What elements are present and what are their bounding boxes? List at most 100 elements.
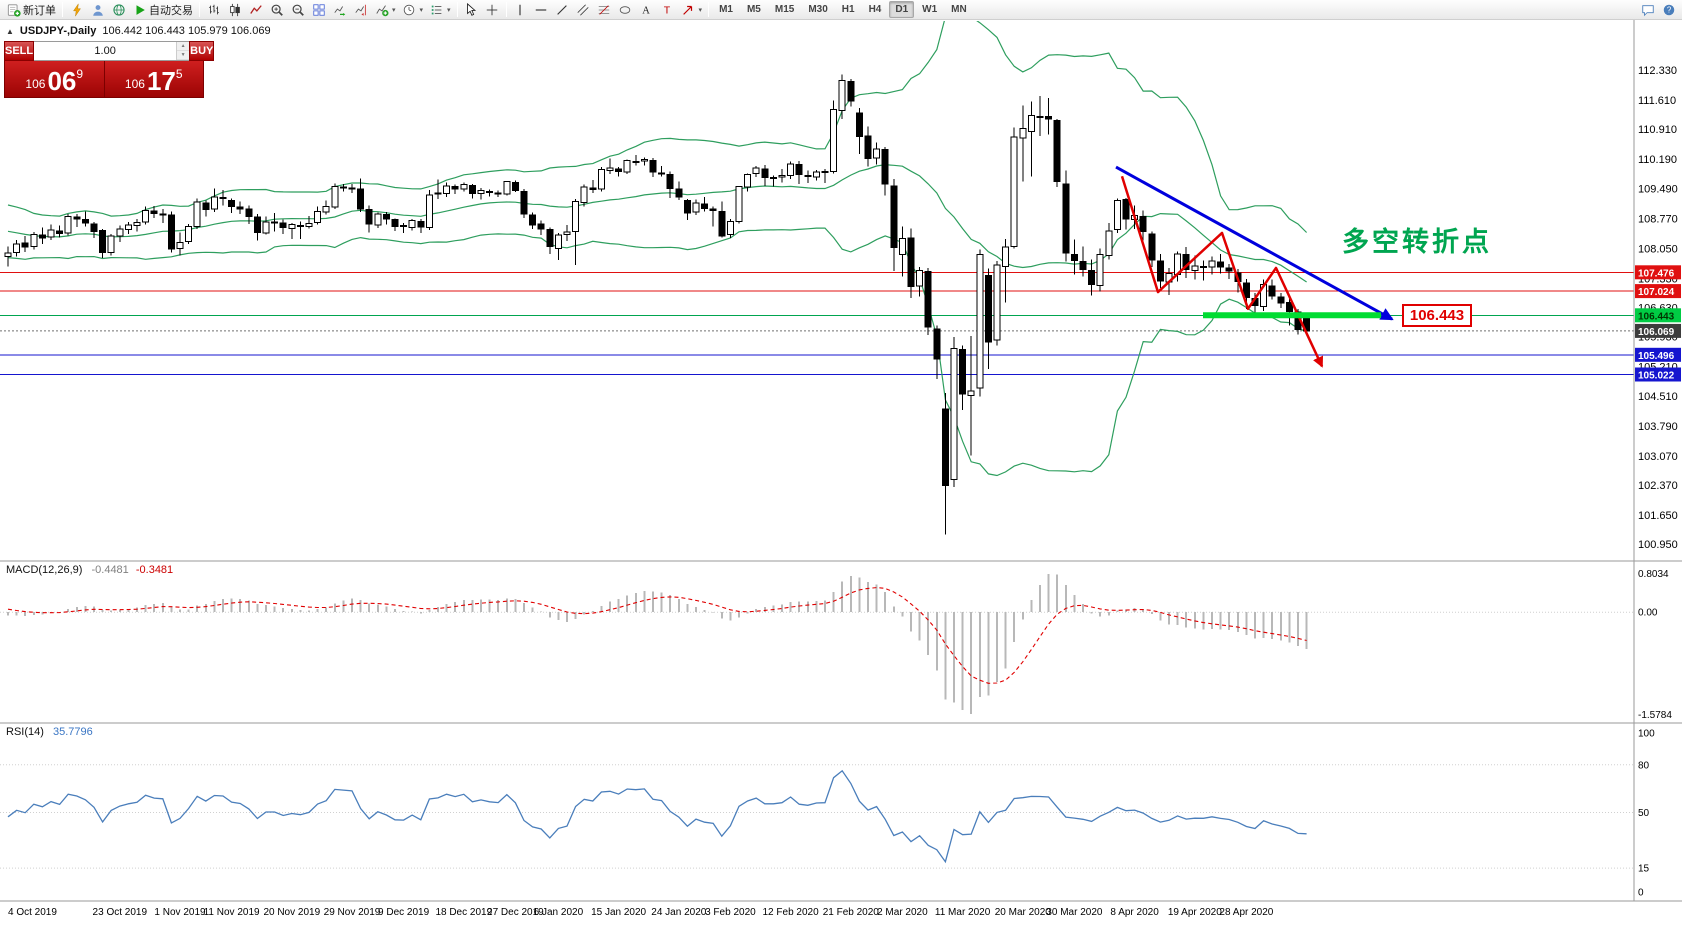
zigzag-arrow-red[interactable] bbox=[1120, 175, 1324, 368]
date-axis-label: 8 Apr 2020 bbox=[1110, 907, 1159, 918]
timeframe-w1-button[interactable]: W1 bbox=[922, 4, 938, 15]
date-axis-label: 4 Oct 2019 bbox=[8, 907, 57, 918]
volume-up-button[interactable]: ▲ bbox=[177, 42, 190, 51]
date-axis-label: 11 Mar 2020 bbox=[935, 907, 991, 918]
zoom-out-icon bbox=[290, 2, 305, 17]
globe-icon bbox=[111, 2, 126, 17]
new-order-button[interactable]: 新订单 bbox=[3, 1, 59, 19]
new-order-icon bbox=[6, 2, 21, 17]
rsi-line bbox=[7, 769, 1307, 864]
volume-spinner: ▲ ▼ bbox=[176, 42, 190, 60]
crosshair-button[interactable] bbox=[482, 1, 503, 19]
fibonacci-button[interactable] bbox=[594, 1, 615, 19]
toolbar-separator bbox=[62, 2, 63, 17]
market-bolt-button[interactable] bbox=[66, 1, 87, 19]
macd-main-value: -0.4481 bbox=[91, 564, 129, 576]
label-button[interactable]: T bbox=[657, 1, 678, 19]
dropdown-caret-icon[interactable]: ▾ bbox=[419, 6, 424, 14]
price-tag-label: 106.443 bbox=[1638, 311, 1675, 322]
timeframe-m5-button[interactable]: M5 bbox=[746, 4, 761, 15]
dropdown-caret-icon[interactable]: ▾ bbox=[698, 6, 703, 14]
sell-price-display[interactable]: 106 06 9 bbox=[5, 61, 104, 97]
help-button[interactable]: ? bbox=[1658, 1, 1679, 19]
dropdown-caret-icon[interactable]: ▾ bbox=[447, 6, 451, 14]
new-chart-button[interactable]: ▾ bbox=[371, 1, 399, 19]
ohlc-values-label: 106.442 106.443 105.979 106.069 bbox=[102, 25, 271, 37]
arrows-button[interactable]: ▾ bbox=[678, 1, 706, 19]
macd-axis-label: 0.00 bbox=[1638, 608, 1658, 619]
svg-text:?: ? bbox=[1666, 5, 1671, 14]
buy-price-display[interactable]: 106 17 5 bbox=[105, 61, 204, 97]
timeframe-m30-button[interactable]: M30 bbox=[808, 4, 828, 15]
price-axis-label: 110.190 bbox=[1638, 154, 1677, 166]
date-axis-label: 12 Feb 2020 bbox=[763, 907, 820, 918]
price-axis-label: 108.050 bbox=[1638, 243, 1678, 255]
cursor-button[interactable] bbox=[461, 1, 482, 19]
horizontal-line-button[interactable] bbox=[531, 1, 552, 19]
periods-button[interactable]: ▾ bbox=[399, 1, 427, 19]
bar-chart-button[interactable] bbox=[203, 1, 224, 19]
timeframe-m15-button[interactable]: M15 bbox=[774, 4, 795, 15]
line-chart-button[interactable] bbox=[245, 1, 266, 19]
date-axis-label: 1 Nov 2019 bbox=[154, 907, 206, 918]
price-divider bbox=[103, 61, 105, 97]
date-axis-label: 27 Dec 2019 bbox=[487, 907, 544, 918]
tile-windows-button[interactable] bbox=[308, 1, 329, 19]
trendline-button[interactable] bbox=[552, 1, 573, 19]
price-axis-label: 101.650 bbox=[1638, 510, 1678, 522]
buy-price-sup: 5 bbox=[175, 67, 183, 81]
candle-chart-button[interactable] bbox=[224, 1, 245, 19]
rsi-axis-label: 15 bbox=[1638, 864, 1650, 875]
channel-button[interactable] bbox=[573, 1, 594, 19]
play-icon bbox=[132, 2, 147, 17]
toolbar-separator bbox=[708, 2, 710, 17]
autoscroll-button[interactable] bbox=[329, 1, 350, 19]
macd-histogram bbox=[7, 574, 1308, 714]
chart-shift-button[interactable] bbox=[350, 1, 371, 19]
candlesticks[interactable] bbox=[4, 74, 1311, 535]
price-tag-label: 105.022 bbox=[1638, 371, 1675, 382]
buy-button[interactable]: BUY bbox=[189, 41, 215, 61]
community-button[interactable] bbox=[108, 1, 129, 19]
price-callout-label[interactable]: 106.443 bbox=[1402, 304, 1472, 327]
accounts-button[interactable] bbox=[87, 1, 108, 19]
timeframe-d1-button[interactable]: D1 bbox=[889, 1, 915, 18]
zoom-in-icon bbox=[269, 2, 284, 17]
vline-icon bbox=[513, 2, 528, 17]
macd-indicator-label: MACD(12,26,9) -0.4481 -0.3481 bbox=[6, 564, 173, 576]
rsi-indicator-label: RSI(14) 35.7796 bbox=[6, 726, 93, 738]
volume-input[interactable] bbox=[34, 42, 177, 60]
sell-button[interactable]: SELL bbox=[4, 41, 35, 61]
dropdown-caret-icon[interactable]: ▾ bbox=[392, 6, 396, 14]
timeframe-mn-button[interactable]: MN bbox=[951, 4, 967, 15]
volume-down-button[interactable]: ▼ bbox=[177, 51, 190, 60]
chat-button[interactable] bbox=[1637, 1, 1658, 19]
annotation-text[interactable]: 多空转折点 bbox=[1342, 227, 1492, 257]
autotrading-button[interactable]: 自动交易 bbox=[129, 1, 196, 19]
bars-icon bbox=[206, 2, 221, 17]
price-axis-label: 100.950 bbox=[1638, 539, 1678, 551]
zoom-in-button[interactable] bbox=[266, 1, 287, 19]
timeframe-m1-button[interactable]: M1 bbox=[719, 4, 733, 15]
vertical-line-button[interactable] bbox=[510, 1, 531, 19]
timeframe-h4-button[interactable]: H4 bbox=[868, 4, 882, 15]
candles-icon bbox=[227, 2, 242, 17]
main-chart-panel[interactable] bbox=[0, 16, 1634, 535]
date-axis-label: 20 Mar 2020 bbox=[995, 907, 1052, 918]
zoom-out-button[interactable] bbox=[287, 1, 308, 19]
price-axis-label: 103.790 bbox=[1638, 421, 1678, 433]
trend-arrow-blue[interactable] bbox=[1115, 165, 1394, 321]
date-axis-label: 30 Mar 2020 bbox=[1046, 907, 1103, 918]
price-axis-label: 108.770 bbox=[1638, 213, 1678, 225]
price-axis-label: 109.490 bbox=[1638, 183, 1678, 195]
timeframe-h1-button[interactable]: H1 bbox=[841, 4, 855, 15]
collapse-panel-icon[interactable]: ▲ bbox=[6, 26, 14, 36]
indicators-button[interactable]: ▾ bbox=[426, 1, 454, 19]
text-button[interactable]: A bbox=[636, 1, 657, 19]
price-axis[interactable]: 112.330 111.610 110.910 110.190 109.490 108.7… bbox=[1638, 65, 1678, 551]
shapes-button[interactable] bbox=[615, 1, 636, 19]
volume-field: ▲ ▼ bbox=[34, 41, 190, 61]
rsi-axis-label: 0 bbox=[1638, 888, 1644, 899]
